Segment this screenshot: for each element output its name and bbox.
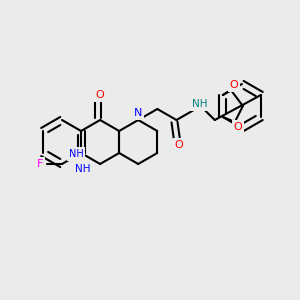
Text: O: O bbox=[230, 80, 238, 90]
Text: NH: NH bbox=[75, 164, 91, 174]
Text: O: O bbox=[96, 90, 104, 100]
Text: N: N bbox=[134, 108, 142, 118]
Text: NH: NH bbox=[192, 99, 207, 109]
Text: O: O bbox=[233, 122, 242, 132]
Text: NH: NH bbox=[69, 149, 83, 159]
Text: O: O bbox=[174, 140, 183, 150]
Text: F: F bbox=[37, 159, 43, 169]
